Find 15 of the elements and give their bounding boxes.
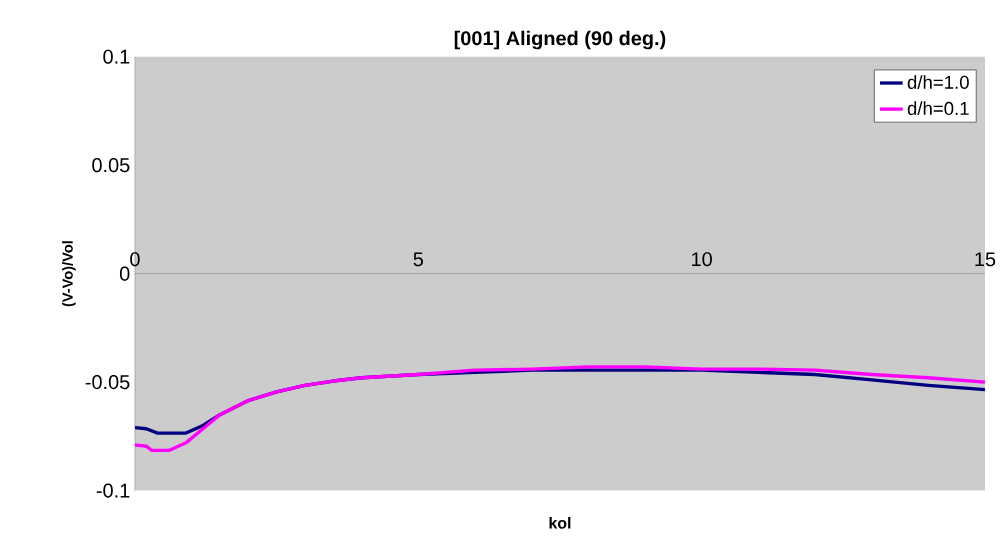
x-tick-label: 15 bbox=[975, 252, 996, 267]
y-tick-label: -0.1 bbox=[96, 483, 130, 498]
x-tick-label: 10 bbox=[692, 252, 712, 267]
y-tick-label: -0.05 bbox=[85, 375, 130, 390]
y-axis-title: (V-Vo)/Vol bbox=[62, 241, 76, 307]
legend-label: d/h=1.0 bbox=[907, 75, 969, 89]
x-tick-label: 5 bbox=[413, 252, 423, 267]
y-tick-label: 0 bbox=[119, 266, 130, 281]
x-tick-label: 0 bbox=[130, 252, 140, 267]
line-series bbox=[134, 365, 985, 453]
x-axis-title: kol bbox=[549, 517, 571, 529]
y-tick-label: 0.05 bbox=[92, 158, 130, 173]
chart-title: [001] Aligned (90 deg.) bbox=[454, 30, 666, 50]
y-tick-label: 0.1 bbox=[103, 49, 130, 64]
legend-label: d/h=0.1 bbox=[907, 101, 969, 116]
